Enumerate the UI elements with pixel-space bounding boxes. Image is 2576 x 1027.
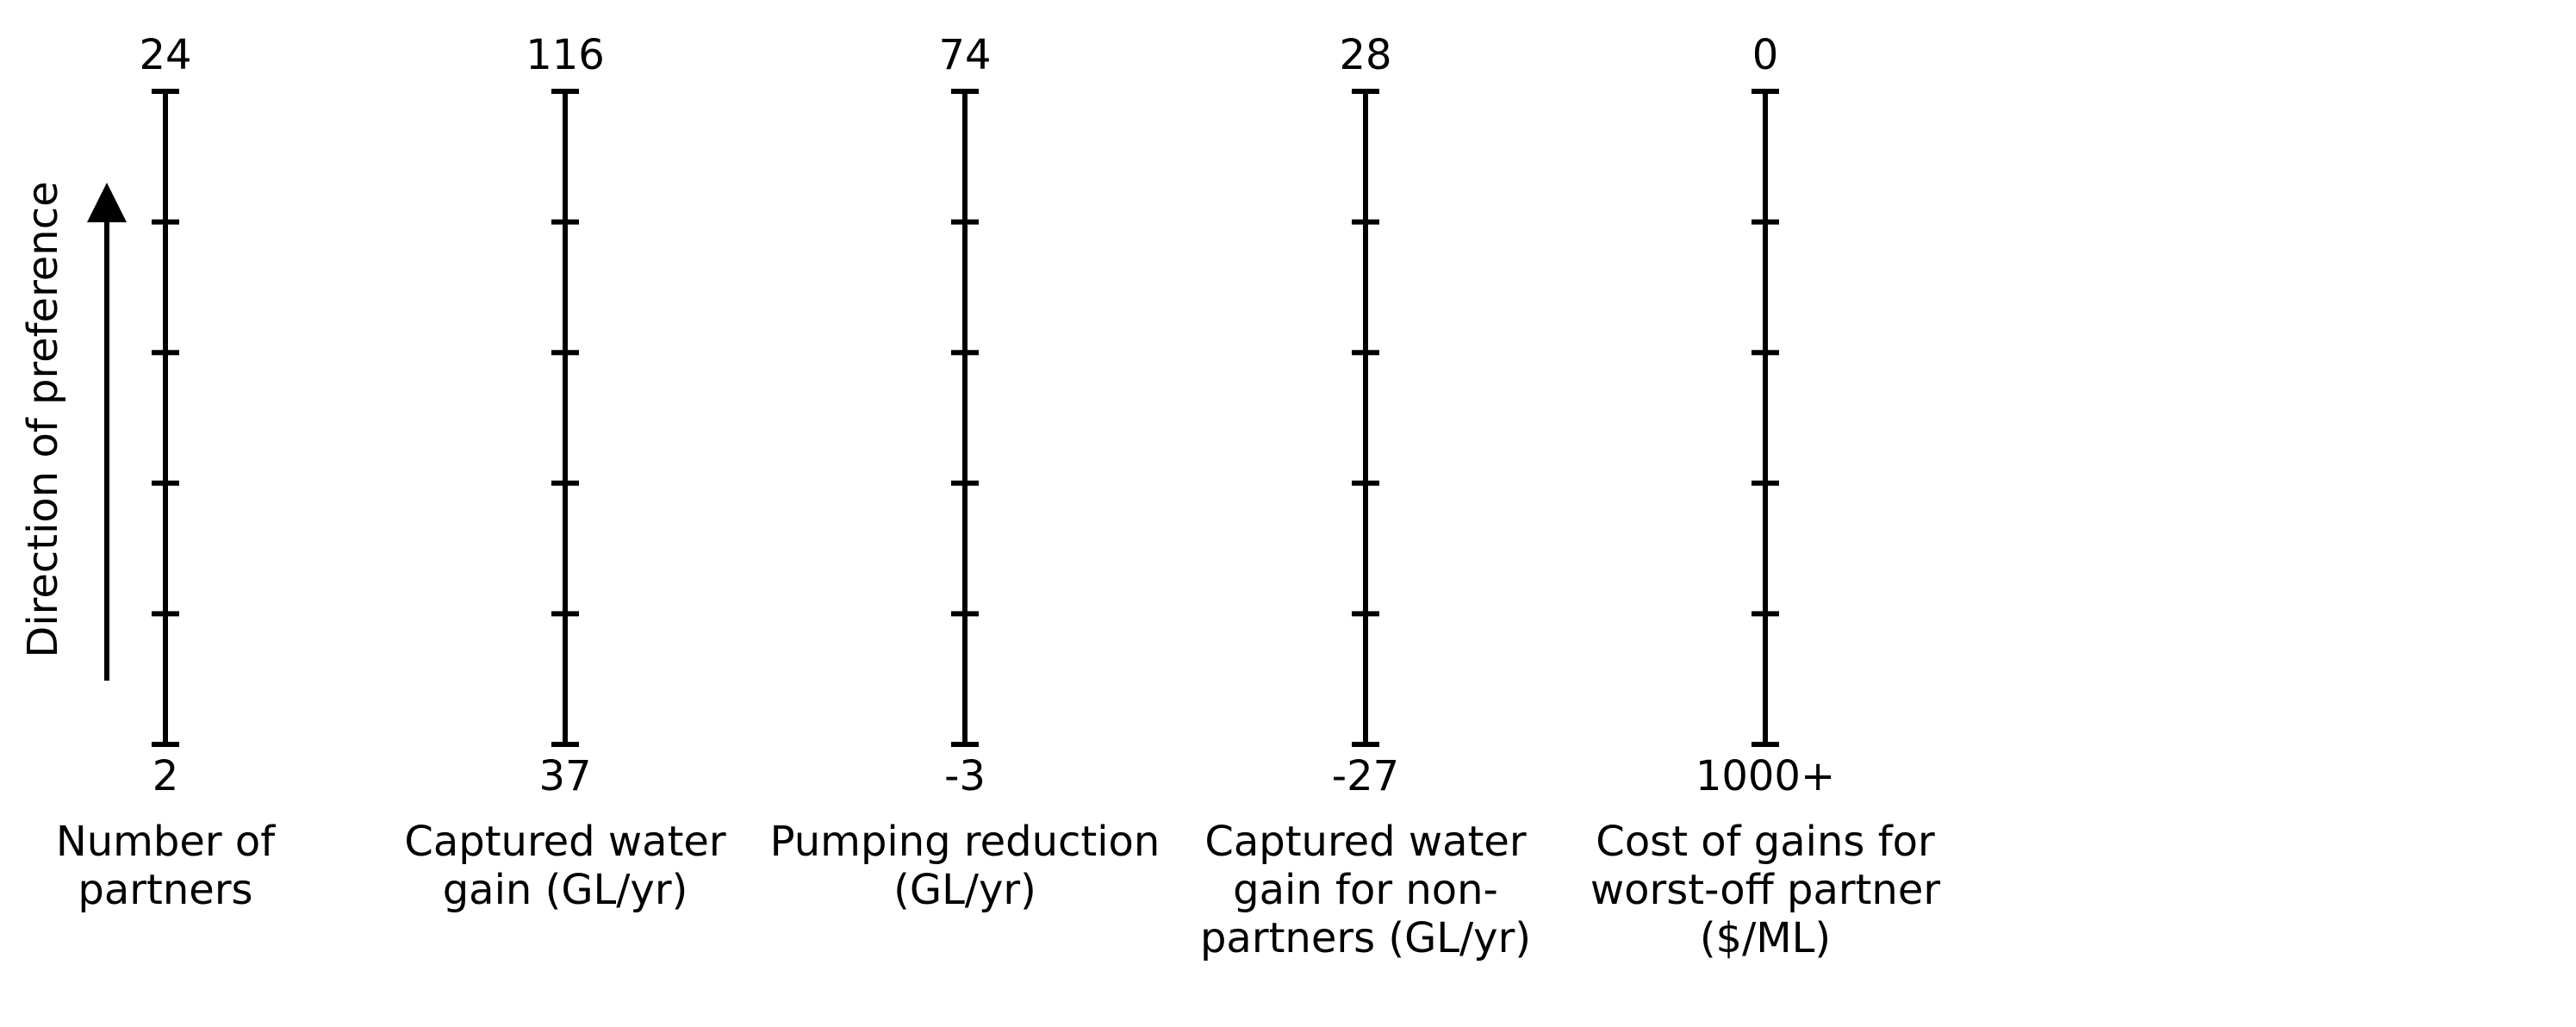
axis-bottom-label: 2 — [152, 752, 179, 800]
axis-name-line: Captured water — [1204, 818, 1527, 866]
axis-name-line: (GL/yr) — [893, 866, 1036, 914]
axis-3: 74 -3 Pumping reduction(GL/yr) — [770, 31, 1160, 914]
axis-bottom-label: -3 — [944, 752, 986, 800]
axis-name-line: ($/ML) — [1700, 914, 1831, 962]
axis-name-line: Pumping reduction — [770, 818, 1160, 866]
preference-label: Direction of preference — [19, 181, 67, 657]
axis-bottom-label: 37 — [538, 752, 591, 800]
axis-name-line: worst-off partner — [1590, 866, 1940, 914]
axis-name-line: Number of — [56, 818, 276, 866]
axis-bottom-label: -27 — [1332, 752, 1399, 800]
axis-top-label: 0 — [1752, 31, 1779, 79]
axis-name-line: Captured water — [404, 818, 726, 866]
axis-name-line: partners — [78, 866, 252, 914]
axis-name-line: gain (GL/yr) — [443, 866, 688, 914]
axis-name-line: partners (GL/yr) — [1200, 914, 1531, 962]
axis-top-label: 74 — [938, 31, 991, 79]
axis-top-label: 28 — [1339, 31, 1391, 79]
axis-name-line: Cost of gains for — [1596, 818, 1935, 866]
preference-indicator: Direction of preference — [19, 181, 127, 681]
axis-name-line: gain for non- — [1233, 866, 1498, 914]
axis-top-label: 24 — [139, 31, 191, 79]
axis-name: Pumping reduction(GL/yr) — [770, 818, 1160, 914]
axis-bottom-label: 1000+ — [1696, 752, 1835, 800]
axis-top-label: 116 — [526, 31, 605, 79]
preference-arrow-head — [87, 183, 127, 222]
